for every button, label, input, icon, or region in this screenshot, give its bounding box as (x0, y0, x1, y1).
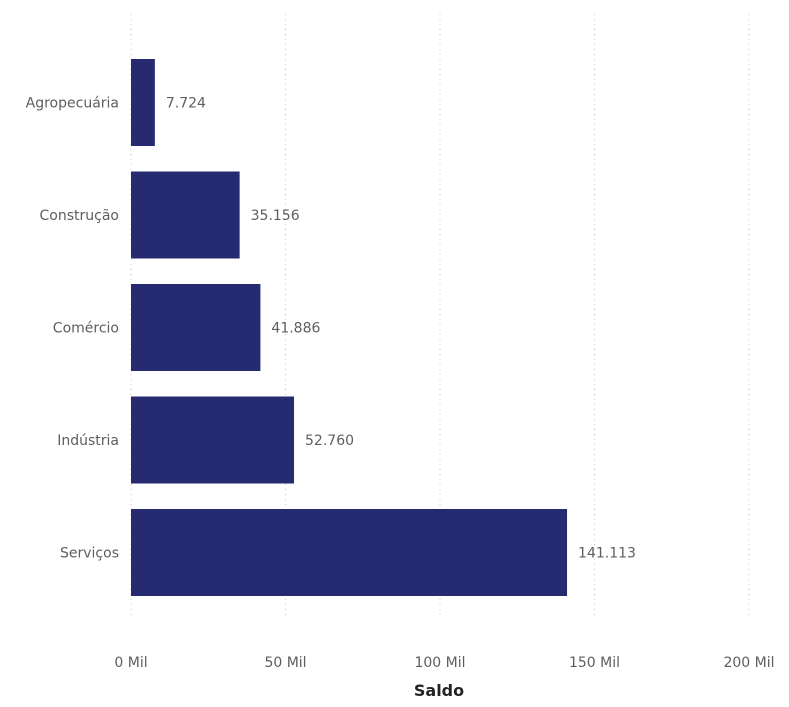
x-axis-title: Saldo (414, 681, 464, 700)
bar[interactable] (131, 284, 261, 371)
category-labels: Agropecuária Construção Comércio Indústria S… (26, 96, 119, 562)
data-label: 41.886 (271, 321, 320, 337)
bar[interactable] (131, 59, 155, 146)
x-tick-label: 0 Mil (114, 655, 147, 671)
data-labels: 7.724 35.156 41.886 52.760 141.113 (166, 96, 636, 562)
x-tick-label: 200 Mil (723, 655, 774, 671)
category-label: Agropecuária (26, 96, 119, 112)
bar[interactable] (131, 509, 568, 596)
x-tick-label: 100 Mil (414, 655, 465, 671)
category-label: Construção (40, 208, 119, 224)
data-label: 52.760 (305, 433, 354, 449)
x-axis-ticks: 0 Mil 50 Mil 100 Mil 150 Mil 200 Mil (114, 655, 774, 671)
category-label: Comércio (53, 321, 119, 337)
bar[interactable] (131, 396, 295, 484)
data-label: 7.724 (166, 96, 206, 112)
category-label: Indústria (57, 433, 119, 449)
category-label: Serviços (60, 546, 119, 562)
data-label: 141.113 (578, 546, 636, 562)
bars (131, 59, 568, 596)
data-label: 35.156 (251, 208, 300, 224)
bar[interactable] (131, 171, 240, 259)
x-tick-label: 50 Mil (264, 655, 306, 671)
x-tick-label: 150 Mil (569, 655, 620, 671)
